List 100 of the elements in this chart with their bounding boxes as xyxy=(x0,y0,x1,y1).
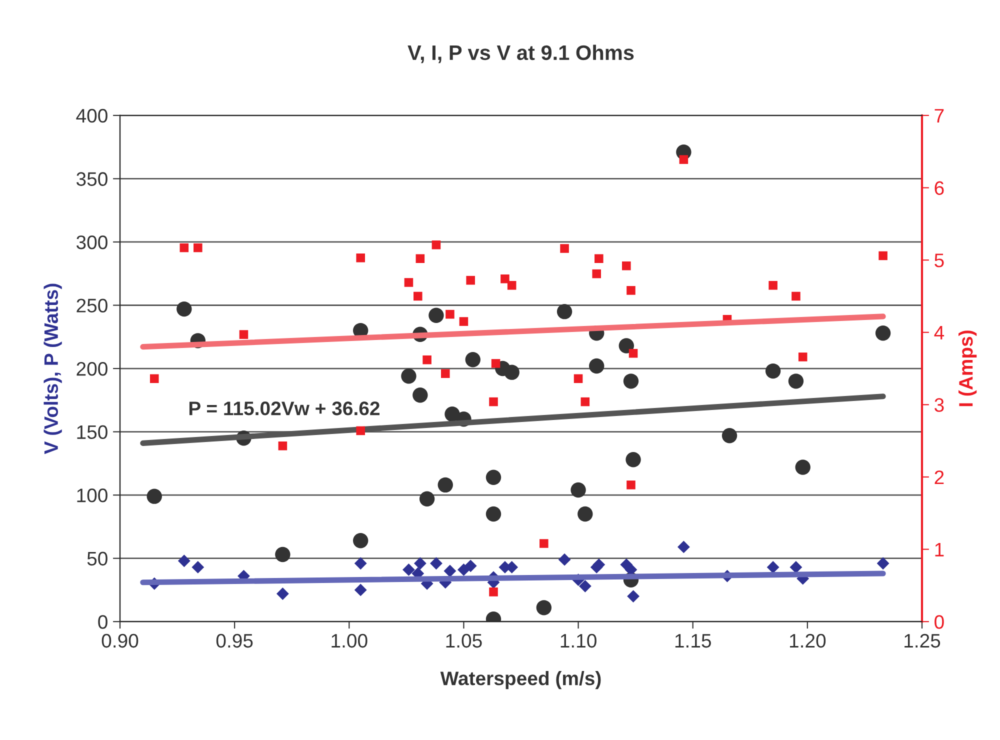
y2-tick-label: 5 xyxy=(934,254,944,268)
x-tick-label: 1.10 xyxy=(560,634,596,648)
y-tick-label: 50 xyxy=(87,552,108,566)
point xyxy=(626,452,641,468)
point xyxy=(464,560,477,572)
x-tick-label: 1.25 xyxy=(904,634,940,648)
point xyxy=(428,308,444,323)
point xyxy=(574,374,583,384)
point xyxy=(626,480,636,490)
point xyxy=(795,460,810,475)
y-tick-label: 300 xyxy=(76,235,108,250)
point xyxy=(623,374,639,389)
point xyxy=(792,292,800,301)
y2-axis-title: I (Amps) xyxy=(958,330,977,406)
point xyxy=(491,359,500,368)
point xyxy=(540,539,548,548)
point xyxy=(412,387,428,403)
point xyxy=(413,292,422,301)
point xyxy=(628,348,638,358)
y-tick-label: 100 xyxy=(77,488,108,502)
point xyxy=(278,442,288,450)
y2-tick-label: 7 xyxy=(934,109,944,122)
point xyxy=(578,506,593,522)
y-tick-label: 0 xyxy=(98,615,108,629)
point xyxy=(194,243,202,252)
point xyxy=(356,426,365,436)
annotation: P = 115.02Vw + 36.62 xyxy=(189,402,380,416)
point xyxy=(594,254,604,264)
y-tick-label: 200 xyxy=(76,362,108,376)
point xyxy=(875,325,891,341)
point xyxy=(536,600,552,616)
point xyxy=(446,310,454,319)
point xyxy=(466,276,475,285)
point xyxy=(178,554,190,568)
point xyxy=(790,560,802,574)
point xyxy=(275,546,290,562)
y-tick-label: 250 xyxy=(76,298,108,312)
point xyxy=(556,304,572,320)
chart-title: V, I, P vs V at 9.1 Ohms xyxy=(408,44,634,64)
x-axis-title: Waterspeed (m/s) xyxy=(440,670,601,690)
point xyxy=(500,274,510,284)
y-tick-label: 400 xyxy=(76,108,108,123)
point xyxy=(276,588,289,600)
point xyxy=(354,557,367,570)
point xyxy=(440,369,450,378)
point xyxy=(150,374,159,384)
point xyxy=(459,317,468,326)
point xyxy=(878,251,888,260)
y2-tick-label: 2 xyxy=(934,470,944,484)
point xyxy=(507,280,516,290)
point xyxy=(432,240,441,250)
point xyxy=(592,269,602,278)
point xyxy=(430,557,442,570)
x-tick-label: 1.20 xyxy=(790,634,826,648)
y-tick-label: 150 xyxy=(77,425,108,440)
point xyxy=(192,560,204,574)
point xyxy=(239,330,248,339)
point xyxy=(580,397,590,406)
point xyxy=(414,557,426,570)
y2-tick-label: 6 xyxy=(934,181,944,195)
point xyxy=(560,244,569,253)
y2-tick-label: 0 xyxy=(934,615,944,629)
point xyxy=(416,254,425,264)
point xyxy=(622,261,631,270)
point xyxy=(180,243,189,252)
point xyxy=(352,533,368,548)
point xyxy=(489,397,498,406)
point xyxy=(486,470,502,485)
y2-tick-label: 4 xyxy=(934,326,944,340)
point xyxy=(677,540,690,554)
point xyxy=(558,553,571,566)
point xyxy=(876,557,890,570)
x-tick-label: 1.00 xyxy=(332,634,368,648)
y-axis-title: V (Volts), P (Watts) xyxy=(44,284,62,454)
point xyxy=(356,253,365,262)
x-tick-label: 0.95 xyxy=(216,634,253,648)
point xyxy=(465,352,480,368)
point xyxy=(486,506,502,522)
point xyxy=(422,355,432,364)
point xyxy=(438,477,453,493)
point xyxy=(798,352,808,362)
point xyxy=(592,558,606,571)
point xyxy=(402,564,415,576)
point xyxy=(401,368,416,384)
y-tick-label: 350 xyxy=(76,172,108,186)
point xyxy=(766,560,780,574)
x-tick-label: 0.90 xyxy=(102,634,138,648)
point xyxy=(626,286,636,295)
point xyxy=(589,358,604,374)
point xyxy=(768,280,778,290)
point xyxy=(489,588,498,596)
x-tick-label: 1.05 xyxy=(446,634,482,648)
y2-tick-label: 1 xyxy=(935,542,944,556)
point xyxy=(627,590,640,603)
point xyxy=(146,488,162,504)
x-tick-label: 1.15 xyxy=(675,634,711,648)
point xyxy=(578,580,592,592)
point xyxy=(570,482,586,498)
point xyxy=(504,364,520,380)
point xyxy=(176,301,192,317)
